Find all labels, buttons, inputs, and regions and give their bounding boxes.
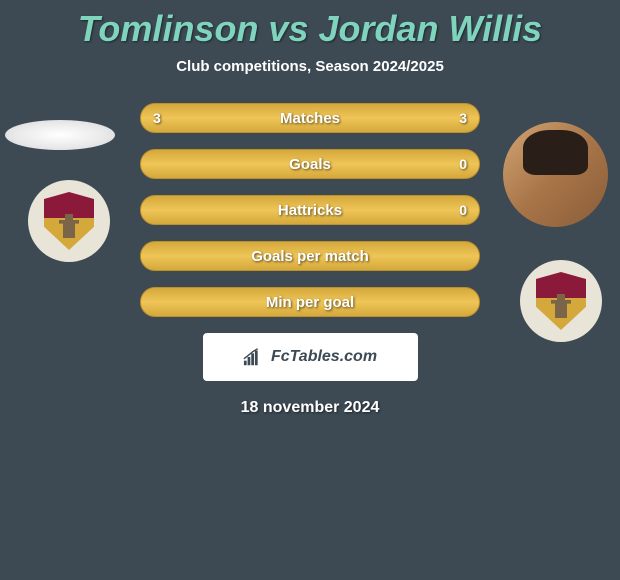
club-badge-left xyxy=(28,180,110,262)
player-avatar-right xyxy=(503,122,608,227)
stat-label: Matches xyxy=(280,110,340,127)
date-text: 18 november 2024 xyxy=(0,399,620,417)
club-shield-icon xyxy=(536,272,586,330)
stat-label: Min per goal xyxy=(266,294,354,311)
stat-right-value: 0 xyxy=(459,156,467,172)
stat-left-value: 3 xyxy=(153,110,161,126)
stats-bars: 3 Matches 3 Goals 0 Hattricks 0 Goals pe… xyxy=(140,103,480,317)
player-avatar-left xyxy=(5,120,115,150)
page-title: Tomlinson vs Jordan Willis xyxy=(0,0,620,50)
stat-right-value: 0 xyxy=(459,202,467,218)
footer-brand-text: FcTables.com xyxy=(271,348,377,366)
stat-row-hattricks: Hattricks 0 xyxy=(140,195,480,225)
stat-row-goals-per-match: Goals per match xyxy=(140,241,480,271)
club-shield-icon xyxy=(44,192,94,250)
stat-label: Goals per match xyxy=(251,248,369,265)
stat-right-value: 3 xyxy=(459,110,467,126)
stat-row-min-per-goal: Min per goal xyxy=(140,287,480,317)
chart-bars-icon xyxy=(243,347,265,367)
club-badge-right xyxy=(520,260,602,342)
stat-row-goals: Goals 0 xyxy=(140,149,480,179)
stat-label: Hattricks xyxy=(278,202,342,219)
footer-brand-box[interactable]: FcTables.com xyxy=(203,333,418,381)
page-subtitle: Club competitions, Season 2024/2025 xyxy=(0,58,620,75)
stat-row-matches: 3 Matches 3 xyxy=(140,103,480,133)
stat-label: Goals xyxy=(289,156,331,173)
